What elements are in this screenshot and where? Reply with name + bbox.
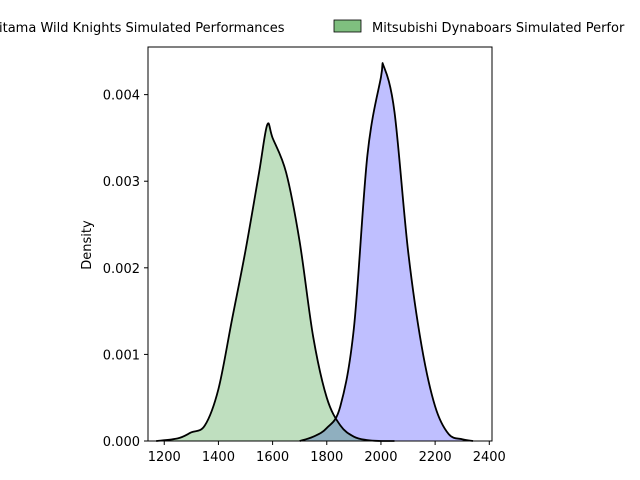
x-tick-label-1400: 1400 <box>202 450 235 465</box>
y-tick-label-3: 0.003 <box>103 175 140 190</box>
x-tick-label-1200: 1200 <box>148 450 181 465</box>
y-tick-label-1: 0.001 <box>103 348 140 363</box>
y-tick-label-4: 0.004 <box>103 89 140 104</box>
y-tick-label-0: 0.000 <box>103 435 140 450</box>
axes-frame <box>147 46 493 442</box>
legend-label-mitsubishi: Mitsubishi Dynaboars Simulated Perfor <box>372 21 625 36</box>
x-tick-label-2400: 2400 <box>473 450 506 465</box>
x-tick-label-1600: 1600 <box>256 450 289 465</box>
x-tick-label-1800: 1800 <box>310 450 343 465</box>
density-area-series-0 <box>299 63 474 441</box>
legend: itama Wild Knights Simulated Performance… <box>0 19 625 36</box>
x-tick-label-2000: 2000 <box>364 450 397 465</box>
plot-area <box>156 62 474 442</box>
density-area-series-1 <box>156 123 395 441</box>
y-tick-label-2: 0.002 <box>103 262 140 277</box>
axes: 1200 1400 1600 1800 2000 2200 2400 0.000 0.001 0.… <box>103 46 506 465</box>
density-line-series-0 <box>299 62 474 442</box>
legend-swatch-mitsubishi <box>333 19 362 33</box>
y-axis-label: Density <box>80 220 95 270</box>
x-tick-label-2200: 2200 <box>419 450 452 465</box>
density-line-series-1 <box>156 122 395 442</box>
legend-label-saitama: itama Wild Knights Simulated Performance… <box>0 21 285 36</box>
